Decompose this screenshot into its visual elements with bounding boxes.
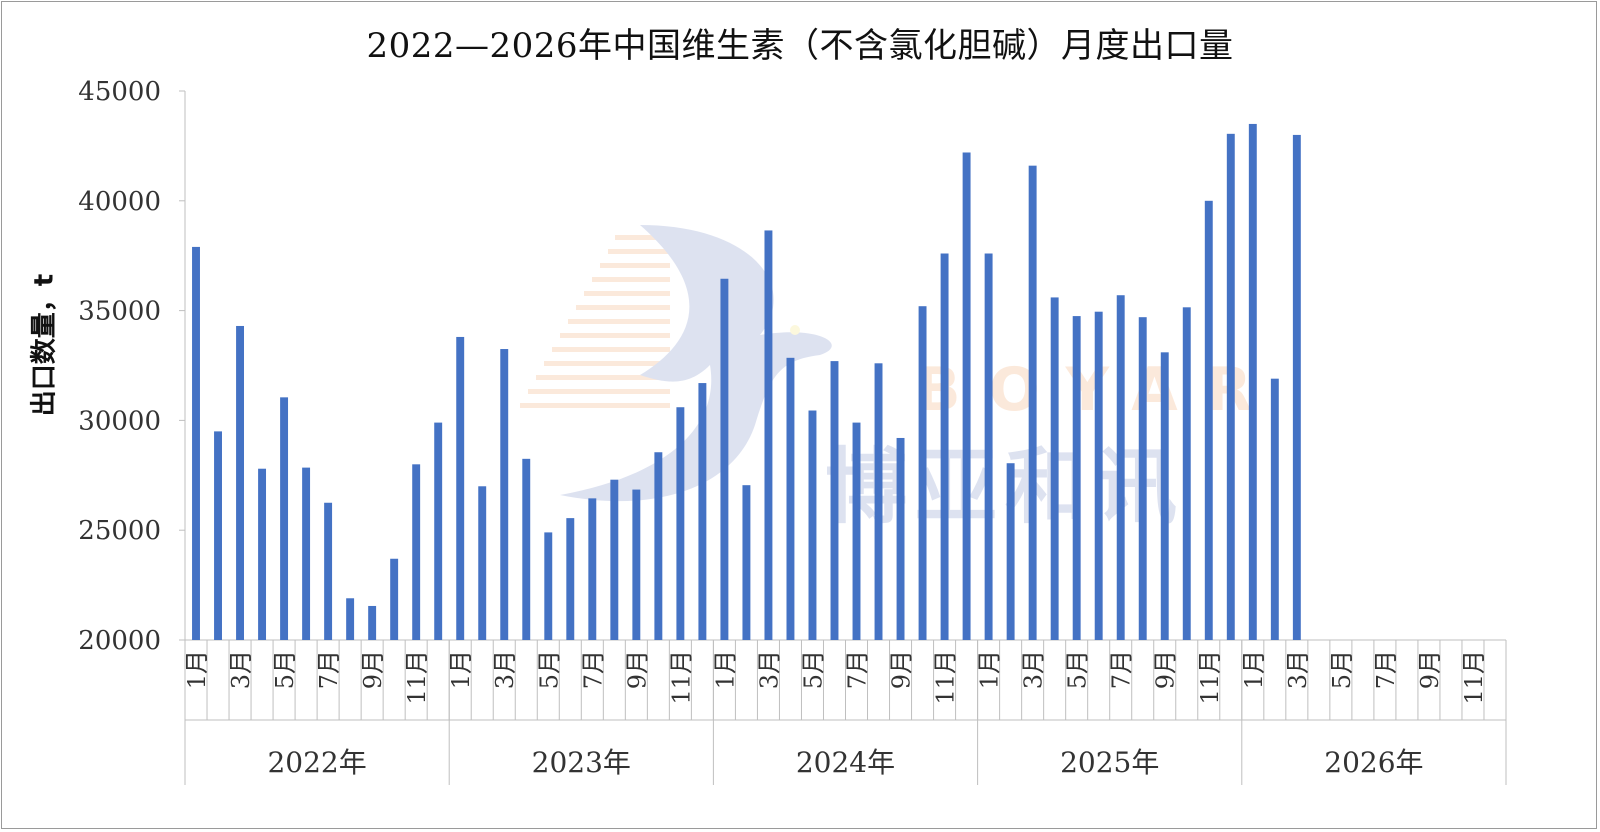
month-tick-label: 3月: [227, 650, 255, 689]
data-bar: [1248, 123, 1257, 640]
y-tick-label: 25000: [78, 516, 161, 546]
data-bar: [544, 532, 553, 640]
month-tick-label: 3月: [491, 650, 519, 689]
y-tick-label: 40000: [78, 187, 161, 217]
month-tick-label: 11月: [403, 650, 431, 705]
data-bar: [478, 486, 487, 640]
data-bar: [412, 464, 421, 640]
data-bar: [742, 485, 751, 640]
data-bar: [1050, 297, 1059, 640]
data-bar: [1160, 352, 1169, 640]
data-bar: [808, 410, 817, 640]
data-bar: [1116, 295, 1125, 640]
month-tick-label: 5月: [1064, 650, 1092, 689]
data-bar: [1094, 311, 1103, 640]
month-tick-label: 11月: [932, 650, 960, 705]
month-tick-label: 9月: [623, 650, 651, 689]
month-tick-label: 7月: [315, 650, 343, 689]
data-bar: [698, 383, 707, 640]
data-bar: [280, 397, 289, 640]
data-bar: [324, 502, 333, 640]
data-bar: [764, 230, 773, 641]
year-group-label: 2025年: [1060, 746, 1159, 779]
data-bar: [214, 431, 222, 640]
month-tick-label: 7月: [1108, 650, 1136, 689]
data-bar: [896, 437, 905, 640]
month-tick-label: 7月: [1372, 650, 1400, 689]
data-bar: [984, 253, 993, 640]
year-group-label: 2022年: [267, 746, 366, 779]
data-bar: [302, 467, 311, 640]
data-bar: [346, 598, 355, 640]
month-tick-label: 1月: [183, 650, 211, 689]
month-tick-label: 3月: [755, 650, 783, 689]
data-bar: [1270, 378, 1279, 640]
y-tick-label: 20000: [78, 626, 161, 656]
year-group-label: 2023年: [532, 746, 631, 779]
chart-title: 2022—2026年中国维生素（不含氯化胆碱）月度出口量: [366, 26, 1234, 66]
data-bar: [522, 458, 531, 640]
data-bar: [632, 489, 641, 640]
year-group-label: 2026年: [1324, 746, 1423, 779]
data-bar: [940, 253, 949, 640]
month-tick-label: 1月: [976, 650, 1004, 689]
data-bar: [456, 336, 465, 640]
month-tick-label: 5月: [535, 650, 563, 689]
data-bar: [390, 558, 399, 640]
data-bar: [1006, 463, 1015, 640]
year-group-label: 2024年: [796, 746, 895, 779]
data-bar: [610, 479, 619, 640]
month-tick-label: 11月: [667, 650, 695, 705]
month-tick-label: 3月: [1020, 650, 1048, 689]
month-tick-label: 9月: [888, 650, 916, 689]
data-bar: [1028, 165, 1037, 640]
data-bar: [1138, 317, 1147, 640]
data-bar: [654, 452, 663, 640]
month-tick-label: 7月: [579, 650, 607, 689]
month-tick-label: 5月: [1328, 650, 1356, 689]
data-bar: [258, 468, 267, 640]
data-bar: [918, 306, 927, 640]
month-tick-label: 11月: [1460, 650, 1488, 705]
data-bar: [874, 363, 883, 640]
data-bar: [192, 246, 200, 640]
data-bar: [1292, 134, 1301, 641]
data-bar: [1204, 200, 1213, 641]
month-tick-label: 9月: [359, 650, 387, 689]
data-bar: [1072, 316, 1081, 640]
data-bar: [434, 422, 443, 640]
month-tick-label: 5月: [799, 650, 827, 689]
data-bar: [830, 361, 839, 640]
month-tick-label: 1月: [447, 650, 475, 689]
y-tick-label: 45000: [78, 77, 161, 107]
y-tick-label: 35000: [78, 297, 161, 327]
data-bar: [566, 518, 575, 640]
data-bar: [1226, 133, 1235, 640]
month-tick-label: 5月: [271, 650, 299, 689]
month-tick-label: 9月: [1416, 650, 1444, 689]
month-tick-label: 9月: [1152, 650, 1180, 689]
data-bar: [676, 407, 685, 640]
data-bar: [720, 278, 729, 640]
month-tick-label: 1月: [1240, 650, 1268, 689]
data-bar: [786, 357, 795, 640]
data-bar: [852, 422, 861, 640]
y-tick-label: 30000: [78, 406, 161, 436]
data-bar: [236, 325, 245, 640]
data-bar: [368, 605, 377, 640]
data-bar: [500, 349, 509, 640]
data-bar: [962, 152, 971, 640]
data-bar: [1182, 307, 1191, 640]
month-tick-label: 11月: [1196, 650, 1224, 705]
month-tick-label: 7月: [844, 650, 872, 689]
month-tick-label: 3月: [1284, 650, 1312, 689]
month-tick-label: 1月: [711, 650, 739, 689]
data-bar: [588, 498, 597, 640]
